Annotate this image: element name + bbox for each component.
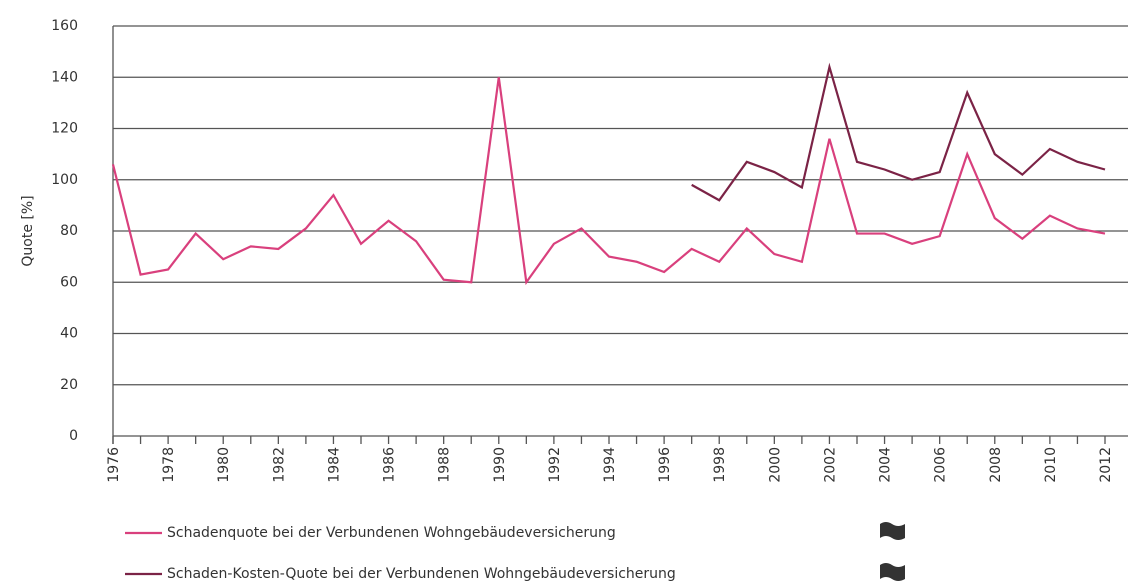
x-tick-label: 2002 — [822, 447, 838, 483]
x-tick-label: 1996 — [657, 447, 673, 483]
x-tick-label: 2000 — [767, 447, 783, 483]
x-tick-label: 1998 — [712, 447, 728, 483]
y-tick-label: 20 — [60, 377, 78, 393]
x-tick-label: 2004 — [878, 447, 894, 483]
y-tick-label: 60 — [60, 274, 78, 290]
x-tick-label: 2012 — [1098, 447, 1114, 483]
legend-label: Schaden-Kosten-Quote bei der Verbundenen… — [167, 566, 676, 581]
x-tick-label: 1990 — [492, 447, 508, 483]
x-tick-label: 1986 — [382, 447, 398, 483]
x-tick-label: 1976 — [106, 447, 122, 483]
x-tick-label: 1982 — [271, 447, 287, 483]
x-tick-label: 1988 — [437, 447, 453, 483]
x-tick-label: 2008 — [988, 447, 1004, 483]
x-tick-label: 1978 — [161, 447, 177, 483]
y-tick-label: 40 — [60, 326, 78, 342]
flag-icon — [880, 522, 905, 581]
y-axis-label: Quote [%] — [20, 195, 36, 266]
x-tick-label: 1992 — [547, 447, 563, 483]
x-tick-label: 1980 — [216, 447, 232, 483]
y-tick-label: 120 — [51, 121, 78, 137]
y-tick-label: 160 — [51, 18, 78, 34]
x-tick-label: 1984 — [326, 447, 342, 483]
data-line — [111, 77, 1106, 286]
x-tick-label: 2006 — [933, 447, 949, 483]
y-tick-label: 140 — [51, 69, 78, 85]
legend-label: Schadenquote bei der Verbundenen Wohngeb… — [167, 525, 616, 541]
x-tick-label: 2010 — [1043, 447, 1059, 483]
y-tick-label: 0 — [69, 428, 78, 444]
y-tick-label: 100 — [51, 172, 78, 188]
x-tick-label: 1994 — [602, 447, 618, 483]
data-line — [691, 62, 1106, 202]
y-tick-label: 80 — [60, 223, 78, 239]
